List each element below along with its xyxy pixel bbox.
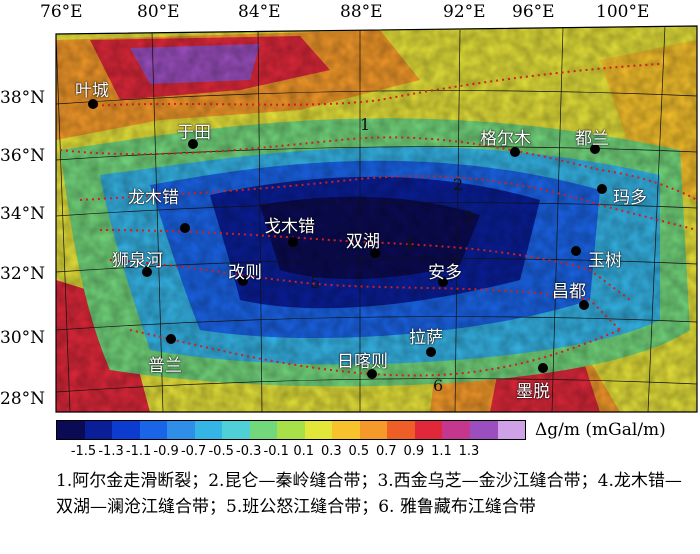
city-label: 墨脱 [516, 382, 550, 402]
colorbar-swatch [222, 421, 250, 439]
lat-label: 34°N [0, 204, 46, 224]
city-label: 格尔木 [480, 129, 531, 149]
city-label: 玛多 [613, 188, 647, 208]
colorbar-tick-label: 1.3 [458, 444, 480, 459]
city-label: 狮泉河 [112, 251, 163, 271]
lon-label: 76°E [40, 2, 83, 22]
city-label: 昌都 [552, 282, 586, 302]
colorbar-swatch [167, 421, 195, 439]
colorbar-tick-label: -0.9 [153, 444, 179, 459]
colorbar-swatch [469, 421, 498, 439]
lon-label: 92°E [443, 2, 486, 22]
colorbar-tick-label: -0.7 [180, 444, 207, 459]
colorbar-swatch [84, 421, 113, 439]
city-label: 普兰 [148, 356, 182, 376]
graticule [56, 26, 697, 412]
lat-label: 36°N [0, 146, 46, 166]
city-label: 于田 [177, 123, 211, 143]
fault-number: 4 [404, 234, 415, 253]
colorbar-tick-label: 0.9 [403, 444, 425, 459]
colorbar-tick-label: 0.3 [320, 444, 342, 459]
fault-number: 2 [453, 175, 464, 194]
colorbar-tick-label: -1.3 [98, 444, 124, 459]
colorbar-swatch [359, 421, 388, 439]
city-label: 玉树 [588, 251, 622, 271]
colorbar-swatch [57, 421, 85, 439]
city-label: 叶城 [75, 81, 109, 101]
colorbar-swatch [194, 421, 223, 439]
map-frame [55, 25, 698, 413]
colorbar-tick-label: 0.5 [348, 444, 370, 459]
lat-label: 32°N [0, 264, 46, 284]
lat-label: 28°N [0, 389, 46, 409]
colorbar-tick-label: 0.1 [293, 444, 315, 459]
colorbar-swatch [414, 421, 443, 439]
city-label: 双湖 [346, 232, 380, 252]
lat-label: 30°N [0, 328, 46, 348]
fault-number: 3 [463, 207, 474, 226]
colorbar-swatch [497, 421, 526, 439]
city-label: 改则 [228, 263, 262, 283]
colorbar-tick-label: -1.5 [70, 444, 97, 459]
lat-label: 38°N [0, 88, 46, 108]
suture-lines [59, 63, 698, 377]
colorbar-swatch [277, 421, 305, 439]
colorbar-tick-label: 1.1 [431, 444, 452, 459]
city-label: 安多 [428, 263, 462, 283]
city-label: 龙木错 [128, 188, 179, 208]
fault-number: 1 [360, 115, 371, 134]
city-label: 拉萨 [409, 328, 443, 348]
colorbar-tick-label: -0.3 [236, 444, 262, 459]
city-label: 戈木错 [264, 217, 315, 237]
city-label: 都兰 [575, 129, 609, 149]
colorbar-tick-label: -1.1 [125, 444, 152, 459]
colorbar-unit: Δg/m (mGal/m) [535, 420, 666, 440]
lon-label: 88°E [340, 2, 383, 22]
colorbar-swatch [249, 421, 278, 439]
fault-number: 5 [310, 273, 321, 292]
lon-label: 80°E [137, 2, 180, 22]
city-markers [88, 99, 607, 379]
lon-label: 96°E [512, 2, 555, 22]
colorbar-tick-label: -0.1 [263, 444, 289, 459]
fault-legend: 1.阿尔金走滑断裂；2.昆仑—秦岭缝合带；3.西金乌芝—金沙江缝合带；4.龙木错… [56, 471, 682, 517]
colorbar-swatch [139, 421, 168, 439]
colorbar-swatch [387, 421, 415, 439]
colorbar-swatch [332, 421, 360, 439]
colorbar-tick-label: -0.5 [208, 444, 234, 459]
lon-label: 84°E [238, 2, 281, 22]
colorbar [56, 420, 526, 440]
lon-label: 100°E [596, 2, 650, 22]
fault-number: 6 [433, 376, 444, 395]
colorbar-swatch [112, 421, 140, 439]
colorbar-swatch [304, 421, 333, 439]
colorbar-swatch [442, 421, 470, 439]
city-label: 日喀则 [337, 352, 388, 372]
colorbar-tick-label: 0.7 [376, 444, 397, 459]
